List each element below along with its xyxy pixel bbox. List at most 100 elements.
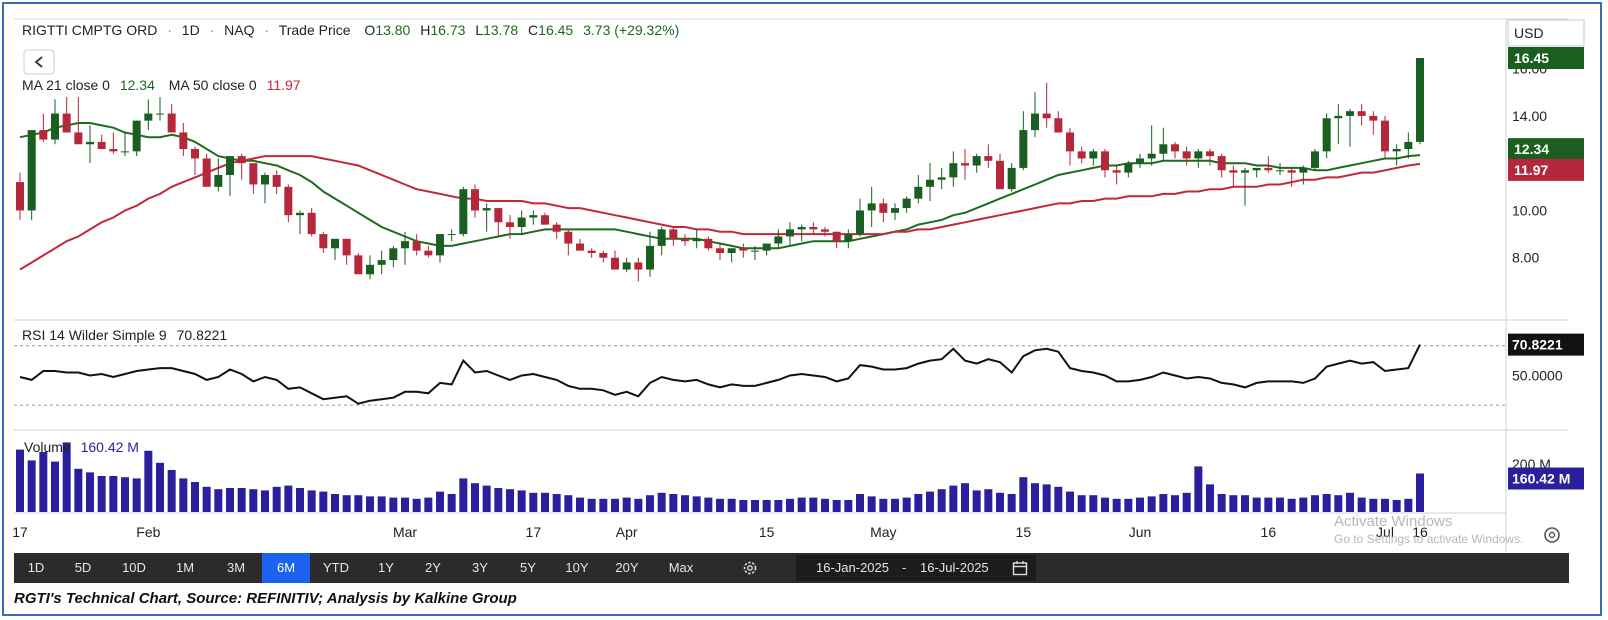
candle xyxy=(914,175,923,204)
currency-select[interactable] xyxy=(1507,19,1585,47)
price-tick-label: 14.00 xyxy=(1512,108,1547,124)
volume-bar xyxy=(506,489,514,512)
volume-bar xyxy=(984,489,993,512)
candle xyxy=(1311,149,1319,171)
separator-dot: · xyxy=(167,22,172,38)
timeframe-5d[interactable]: 5D xyxy=(74,560,92,575)
candle xyxy=(681,234,689,246)
timeframe-20y[interactable]: 20Y xyxy=(615,560,639,575)
volume-bar xyxy=(564,495,573,512)
back-button[interactable] xyxy=(23,49,55,75)
calendar-icon[interactable] xyxy=(1012,560,1028,576)
volume-bar xyxy=(167,470,176,512)
ma50-line xyxy=(19,155,1421,271)
candle xyxy=(1357,104,1366,126)
candle xyxy=(937,167,946,190)
volume-bar xyxy=(494,488,503,512)
candle xyxy=(1042,82,1051,128)
candle xyxy=(214,158,223,192)
volume-bar xyxy=(1101,497,1109,512)
candle xyxy=(1217,153,1226,178)
date-to[interactable]: 16-Jul-2025 xyxy=(920,560,989,575)
timeframe-5y[interactable]: 5Y xyxy=(520,560,536,575)
candle xyxy=(1089,149,1098,166)
timeframe-1m[interactable]: 1M xyxy=(175,560,195,575)
timeframe-1y[interactable]: 1Y xyxy=(378,560,394,575)
candle xyxy=(1066,127,1074,166)
timeframe-1d[interactable]: 1D xyxy=(27,560,45,575)
candle xyxy=(132,120,141,157)
volume-bar xyxy=(307,490,316,512)
date-from[interactable]: 16-Jan-2025 xyxy=(816,560,889,575)
candle xyxy=(786,222,794,246)
high-value: 16.73 xyxy=(430,22,465,38)
price-type: Trade Price xyxy=(279,22,351,38)
volume-bar xyxy=(1357,497,1366,512)
volume-bar xyxy=(366,496,374,512)
candle xyxy=(156,97,164,121)
candle xyxy=(704,236,713,251)
x-axis-label: 15 xyxy=(1016,524,1032,540)
date-separator: - xyxy=(902,560,907,575)
toolbar-settings-button[interactable] xyxy=(734,553,766,583)
candle xyxy=(1276,163,1284,175)
volume-bar xyxy=(774,500,783,512)
timeframe-10y[interactable]: 10Y xyxy=(565,560,589,575)
candle xyxy=(261,172,269,204)
volume-bar xyxy=(1217,494,1226,512)
volume-bar xyxy=(1369,498,1378,512)
volume-bar xyxy=(51,461,59,512)
timeframe-max[interactable]: Max xyxy=(668,560,694,575)
date-range-picker[interactable]: 16-Jan-2025 - 16-Jul-2025 xyxy=(796,555,1036,581)
change-value: 3.73 (+29.32%) xyxy=(583,22,679,38)
candle xyxy=(494,208,503,237)
volume-bar xyxy=(27,460,36,512)
candle xyxy=(459,186,468,237)
timeframe-3m[interactable]: 3M xyxy=(226,560,246,575)
candle xyxy=(307,208,316,237)
candle xyxy=(1404,132,1413,159)
volume-bar xyxy=(459,478,468,512)
candle xyxy=(86,125,94,164)
volume-bar xyxy=(377,496,386,512)
volume-bar xyxy=(751,500,759,512)
timeframe-2y[interactable]: 2Y xyxy=(425,560,441,575)
candle xyxy=(564,229,573,256)
candle xyxy=(599,250,608,263)
volume-bar xyxy=(16,449,24,512)
timeframe-3y[interactable]: 3Y xyxy=(472,560,488,575)
x-axis: 17 Feb Mar 17 Apr 15 May 15 Jun 16 Jul 16 xyxy=(12,524,1428,540)
volume-bar xyxy=(62,442,71,512)
candle xyxy=(716,243,724,261)
volume-bar xyxy=(961,483,969,512)
volume-bar xyxy=(121,477,129,512)
candle xyxy=(552,222,561,239)
candle xyxy=(1147,125,1156,166)
volume-bar xyxy=(389,497,398,512)
candle xyxy=(436,234,444,263)
volume-bar xyxy=(1159,494,1168,512)
candle xyxy=(832,231,841,249)
candle xyxy=(634,257,643,282)
volume-bar xyxy=(319,491,328,512)
candle xyxy=(412,234,421,256)
timeframe-6m[interactable]: 6M xyxy=(262,553,310,583)
volume-bar xyxy=(412,498,421,512)
volume-bar xyxy=(762,500,771,512)
timeframe-ytd[interactable]: YTD xyxy=(323,560,349,575)
candle xyxy=(74,97,83,145)
x-axis-label: Jun xyxy=(1129,524,1152,540)
svg-text:160.42 M: 160.42 M xyxy=(1512,470,1570,486)
volume-bar xyxy=(517,490,526,512)
ma50-label: MA 50 close 0 xyxy=(169,77,257,93)
candle xyxy=(1381,115,1389,159)
volume-bar xyxy=(1124,498,1133,512)
volume-bar xyxy=(914,494,923,512)
timeframe-10d[interactable]: 10D xyxy=(122,560,146,575)
low-value: 13.78 xyxy=(483,22,518,38)
settings-gear-icon[interactable] xyxy=(1544,527,1560,543)
volume-bar xyxy=(1229,495,1238,512)
header-legend: RIGTTI CMPTG ORD · 1D · NAQ · Trade Pric… xyxy=(22,22,679,38)
candle xyxy=(984,144,993,168)
